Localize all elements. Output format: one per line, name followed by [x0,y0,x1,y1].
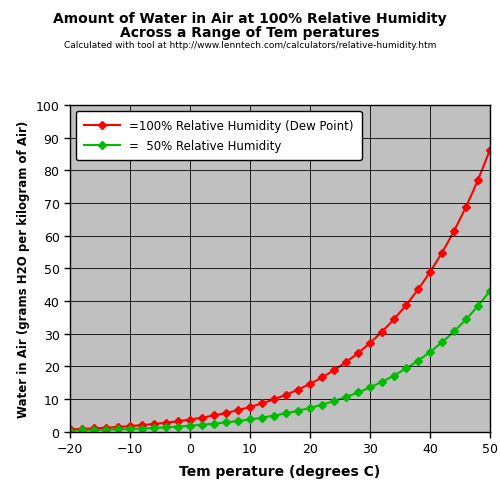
=100% Relative Humidity (Dew Point) [259,401,265,407]
=  50% Relative Humidity [283,410,289,416]
Line: =  50% Relative Humidity: = 50% Relative Humidity [67,288,493,433]
Legend: =100% Relative Humidity (Dew Point), =  50% Relative Humidity: =100% Relative Humidity (Dew Point), = 5… [76,111,362,161]
=100% Relative Humidity (Dew Point) [163,420,169,426]
=100% Relative Humidity (Dew Point) [79,426,85,432]
=  50% Relative Humidity [139,426,145,432]
=100% Relative Humidity (Dew Point) [295,387,301,393]
=  50% Relative Humidity [307,405,313,411]
Line: =100% Relative Humidity (Dew Point): =100% Relative Humidity (Dew Point) [67,147,493,432]
=  50% Relative Humidity [127,426,133,432]
=100% Relative Humidity (Dew Point) [67,427,73,432]
=  50% Relative Humidity [355,390,361,396]
=100% Relative Humidity (Dew Point) [331,368,337,373]
=  50% Relative Humidity [319,402,325,408]
=  50% Relative Humidity [343,394,349,400]
=  50% Relative Humidity [79,428,85,433]
=  50% Relative Humidity [151,425,157,431]
=  50% Relative Humidity [199,422,205,428]
=  50% Relative Humidity [115,427,121,432]
=100% Relative Humidity (Dew Point) [367,340,373,346]
=  50% Relative Humidity [403,366,409,372]
=  50% Relative Humidity [295,408,301,414]
=100% Relative Humidity (Dew Point) [235,408,241,413]
=  50% Relative Humidity [463,317,469,323]
=100% Relative Humidity (Dew Point) [343,360,349,365]
=  50% Relative Humidity [175,424,181,430]
=  50% Relative Humidity [487,288,493,294]
=  50% Relative Humidity [247,417,253,422]
=100% Relative Humidity (Dew Point) [115,424,121,430]
Text: Calculated with tool at http://www.lenntech.com/calculators/relative-humidity.ht: Calculated with tool at http://www.lennt… [64,41,436,50]
=100% Relative Humidity (Dew Point) [139,422,145,428]
=  50% Relative Humidity [379,379,385,385]
=100% Relative Humidity (Dew Point) [463,204,469,210]
=  50% Relative Humidity [415,358,421,364]
=100% Relative Humidity (Dew Point) [247,404,253,410]
=  50% Relative Humidity [67,428,73,433]
=100% Relative Humidity (Dew Point) [319,375,325,381]
=100% Relative Humidity (Dew Point) [199,415,205,420]
=100% Relative Humidity (Dew Point) [355,350,361,356]
=  50% Relative Humidity [235,418,241,424]
=100% Relative Humidity (Dew Point) [415,287,421,293]
=  50% Relative Humidity [163,424,169,430]
=100% Relative Humidity (Dew Point) [379,329,385,335]
=100% Relative Humidity (Dew Point) [307,381,313,387]
=100% Relative Humidity (Dew Point) [451,228,457,234]
=100% Relative Humidity (Dew Point) [283,392,289,398]
=  50% Relative Humidity [451,329,457,335]
Text: Across a Range of Tem peratures: Across a Range of Tem peratures [120,26,380,40]
=  50% Relative Humidity [91,427,97,433]
=100% Relative Humidity (Dew Point) [487,147,493,153]
=100% Relative Humidity (Dew Point) [223,410,229,416]
=  50% Relative Humidity [103,427,109,433]
=  50% Relative Humidity [367,385,373,391]
=100% Relative Humidity (Dew Point) [271,396,277,402]
X-axis label: Tem perature (degrees C): Tem perature (degrees C) [180,464,380,478]
=  50% Relative Humidity [475,303,481,309]
=100% Relative Humidity (Dew Point) [475,178,481,183]
=  50% Relative Humidity [331,398,337,404]
=  50% Relative Humidity [391,373,397,379]
=100% Relative Humidity (Dew Point) [127,423,133,429]
=100% Relative Humidity (Dew Point) [151,421,157,427]
=  50% Relative Humidity [259,415,265,420]
=100% Relative Humidity (Dew Point) [391,316,397,322]
=  50% Relative Humidity [187,423,193,429]
=  50% Relative Humidity [211,421,217,427]
=  50% Relative Humidity [271,413,277,419]
=  50% Relative Humidity [427,349,433,355]
Y-axis label: Water in Air (grams H2O per kilogram of Air): Water in Air (grams H2O per kilogram of … [17,120,30,417]
=100% Relative Humidity (Dew Point) [439,250,445,256]
=100% Relative Humidity (Dew Point) [211,413,217,419]
=100% Relative Humidity (Dew Point) [187,417,193,422]
=  50% Relative Humidity [223,420,229,425]
=  50% Relative Humidity [439,340,445,346]
=100% Relative Humidity (Dew Point) [91,426,97,432]
=100% Relative Humidity (Dew Point) [175,419,181,424]
=100% Relative Humidity (Dew Point) [427,270,433,276]
Text: Amount of Water in Air at 100% Relative Humidity: Amount of Water in Air at 100% Relative … [53,12,447,26]
=100% Relative Humidity (Dew Point) [103,425,109,431]
=100% Relative Humidity (Dew Point) [403,302,409,308]
